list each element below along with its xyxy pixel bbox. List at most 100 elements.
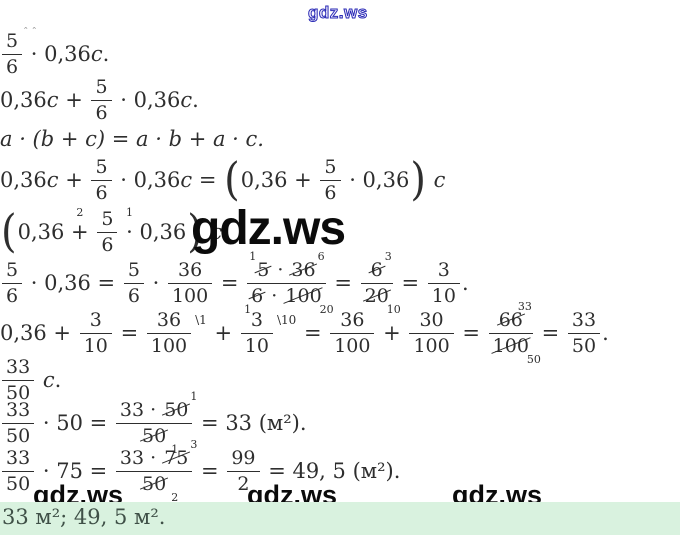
fraction-numerator: 5 — [91, 77, 112, 101]
operator: +2 — [71, 205, 89, 244]
math-text: 100 — [150, 334, 188, 357]
math-text: 3 — [437, 258, 450, 281]
fraction-denominator: 6 — [2, 55, 22, 78]
math-text: 5 — [101, 207, 114, 230]
math-line-3: a · (b + c) = a · b + a · c. — [0, 122, 264, 156]
math-text: 30 — [419, 308, 444, 331]
math-text: c — [210, 219, 223, 244]
fraction: 36 100 — [146, 310, 192, 357]
cancel-mark: 1 — [249, 249, 257, 263]
answer-text: 33 м²; 49, 5 м². — [2, 505, 166, 529]
big-paren: ) — [187, 206, 203, 258]
math-text: 5 — [6, 258, 19, 281]
math-text: c — [46, 167, 59, 192]
fraction-denominator: 10 — [241, 334, 273, 357]
math-text: c — [42, 367, 55, 392]
math-text: 50 — [571, 334, 597, 357]
math-text: c — [90, 41, 103, 66]
cancel-mark: 6 — [317, 249, 325, 263]
fraction-numerator: 3 — [427, 258, 460, 284]
fraction: 33 · 50 1 50 1 — [115, 389, 198, 457]
fraction-numerator: 5 — [2, 258, 23, 284]
math-text: 2 — [237, 472, 250, 495]
fraction: 33 50 — [2, 398, 35, 447]
cancelled-term: 36 6 — [291, 249, 325, 281]
math-text: 100 — [171, 284, 209, 307]
fraction: 30 100 — [409, 308, 454, 356]
cancelled-term: 50 1 — [142, 424, 179, 457]
big-paren: ( — [224, 154, 240, 206]
fraction: 99 2 — [227, 448, 260, 495]
fraction-denominator: 100 — [330, 334, 374, 357]
fraction: 33 50 — [567, 308, 601, 357]
math-text: + — [376, 320, 408, 345]
fraction-denominator: 20 10 — [361, 284, 401, 315]
math-text: c — [180, 87, 193, 112]
math-text: 36 — [177, 258, 203, 281]
math-text: . — [602, 320, 609, 345]
fraction-denominator: 10 — [428, 284, 460, 307]
fraction-numerator: 33 — [567, 308, 601, 334]
math-text: a · (b + c) = a · b + a · c. — [0, 126, 264, 151]
math-text: = — [192, 167, 224, 192]
fraction: 36 100 — [167, 258, 213, 307]
math-text: = — [534, 320, 566, 345]
fraction-denominator: 10 — [80, 334, 112, 357]
math-text: 33 — [6, 398, 31, 421]
fraction-numerator: 33 — [2, 448, 35, 472]
fraction-numerator: 33 — [2, 357, 35, 381]
fraction-denominator: 100 — [147, 334, 191, 357]
math-text: . — [222, 219, 229, 244]
math-text: = — [327, 270, 359, 295]
cancelled-term: 100 20 — [285, 284, 334, 317]
math-line-8: 33 50 c. — [0, 356, 61, 404]
fraction-numerator: 30 — [409, 308, 454, 334]
math-text: 50 — [6, 424, 31, 447]
big-paren: ( — [1, 206, 17, 258]
site-logo-watermark: gdz.ws — [308, 3, 368, 23]
fraction-numerator: 5 — [123, 260, 144, 284]
fraction-numerator: 5 — [2, 31, 23, 55]
cancel-mark: 10 — [386, 303, 401, 317]
math-text: c — [180, 167, 193, 192]
math-text: 6 — [6, 55, 19, 78]
fraction-numerator: 36 — [330, 310, 375, 334]
order-mark: 2 — [76, 205, 84, 219]
math-text: 6 — [127, 284, 140, 307]
math-text: 33 — [571, 308, 597, 331]
cancelled-term: 50 1 — [164, 389, 198, 421]
math-line-9: 33 50 · 50 = 33 · 50 1 50 1 = 33 (м²). — [0, 389, 307, 457]
math-text — [89, 222, 96, 243]
math-text — [119, 222, 126, 243]
math-text: 0,36 — [0, 87, 47, 112]
math-text: · 0,36 — [24, 41, 91, 66]
fraction: 3 10 — [427, 258, 460, 307]
math-text: · — [271, 258, 290, 281]
math-text: . — [461, 270, 469, 295]
fraction-numerator: 36 — [167, 258, 213, 284]
big-paren: ) — [410, 154, 426, 206]
fraction-denominator: 50 — [2, 472, 34, 495]
math-text: c — [433, 167, 446, 192]
cancelled-term: 66 33 — [498, 299, 532, 331]
math-text: = — [113, 320, 145, 345]
math-text: + — [58, 87, 90, 112]
math-text: 50 — [6, 472, 31, 495]
math-text: 6 — [95, 181, 108, 204]
math-text — [36, 370, 43, 391]
fraction-denominator: 50 — [568, 334, 600, 357]
fraction-denominator: 50 — [2, 381, 34, 404]
fraction: 6 3 20 10 — [360, 249, 401, 315]
fraction: 33 50 — [2, 357, 35, 404]
